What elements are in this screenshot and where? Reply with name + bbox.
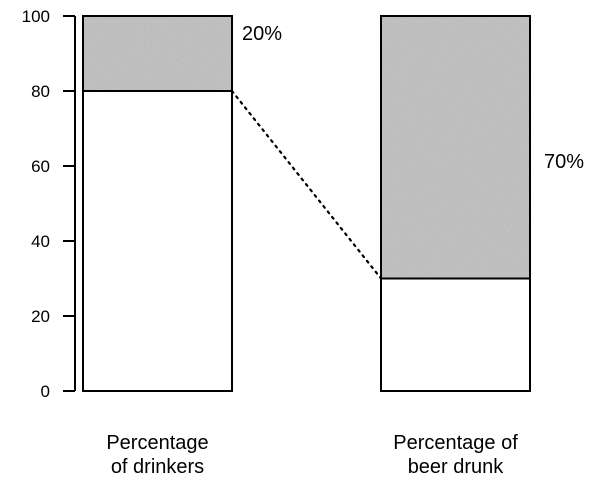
percent-label: 70%: [544, 151, 584, 173]
connector-line: [230, 89, 383, 280]
bar-segment-outline: [380, 15, 531, 280]
y-tick-label: 60: [31, 157, 50, 176]
bars: [82, 15, 531, 392]
bar-segment-texture: [381, 16, 530, 279]
y-tick-label: 100: [22, 7, 50, 26]
connectors: [230, 89, 383, 280]
y-tick-label: 80: [31, 82, 50, 101]
bar-segment: [381, 278, 530, 391]
y-tick-label: 40: [31, 232, 50, 251]
bar-segment: [83, 91, 232, 391]
category-label: Percentage of beer drunk: [393, 432, 518, 478]
percent-label: 20%: [242, 23, 282, 45]
labels: 20% 70% Percentage of drinkers Percentage of…: [106, 23, 584, 478]
y-tick-label: 20: [31, 307, 50, 326]
bar-segment-outline: [82, 15, 233, 92]
bar-segment-texture: [83, 16, 232, 91]
y-axis: 0 20 40 60 80 100: [22, 7, 76, 401]
y-tick-label: 0: [41, 382, 50, 401]
category-label: Percentage of drinkers: [106, 432, 208, 478]
